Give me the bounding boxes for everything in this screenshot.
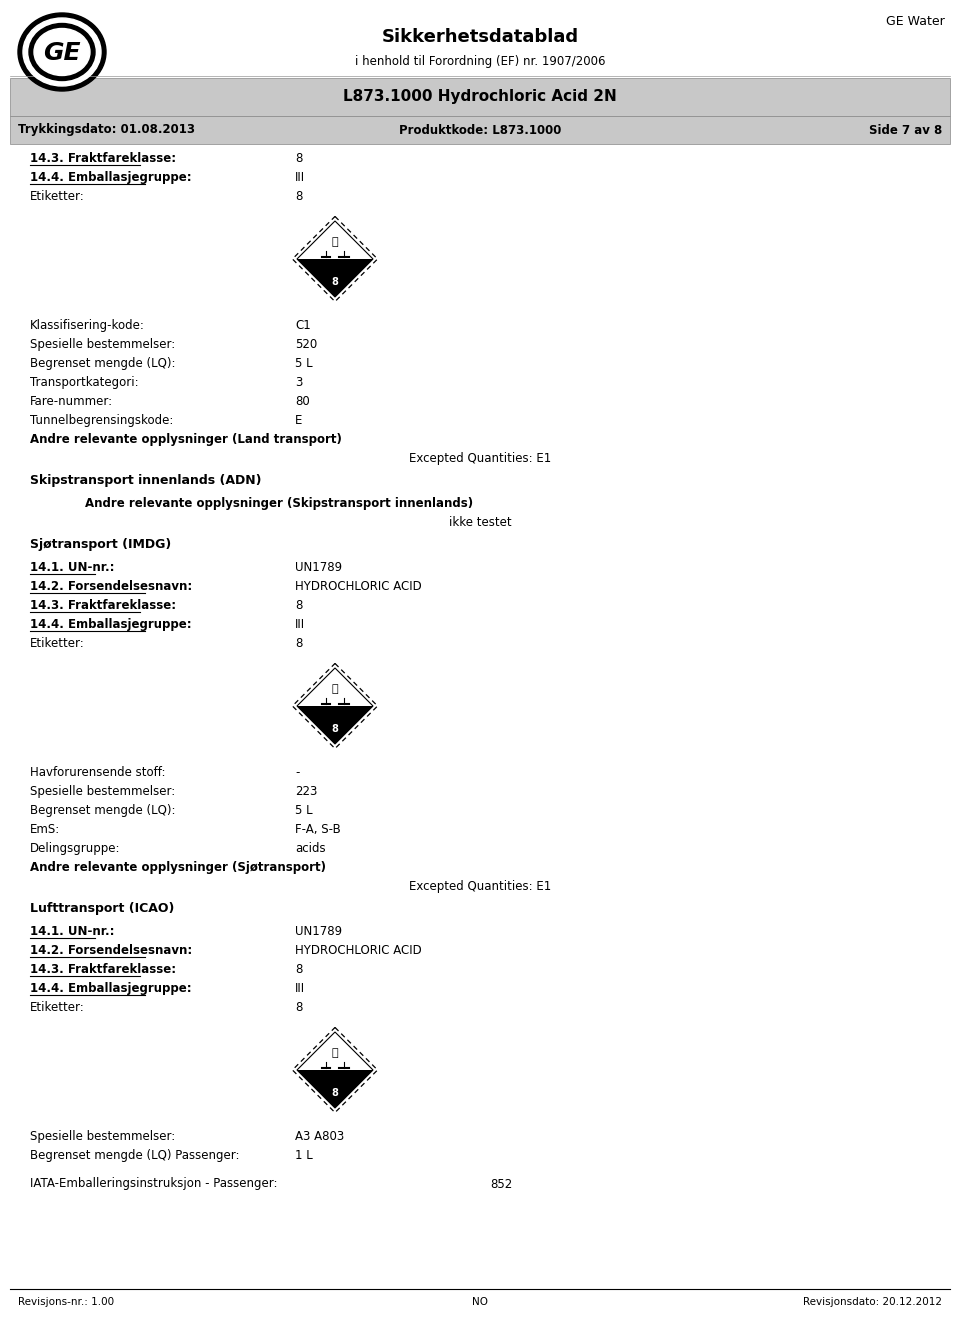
Text: Sjøtransport (IMDG): Sjøtransport (IMDG) (30, 538, 171, 551)
Text: NO: NO (472, 1298, 488, 1307)
Text: Excepted Quantities: E1: Excepted Quantities: E1 (409, 880, 551, 892)
Text: EmS:: EmS: (30, 824, 60, 835)
Polygon shape (297, 1070, 373, 1108)
Text: Begrenset mengde (LQ):: Begrenset mengde (LQ): (30, 804, 176, 817)
Text: Trykkingsdato: 01.08.2013: Trykkingsdato: 01.08.2013 (18, 123, 195, 136)
Text: L873.1000 Hydrochloric Acid 2N: L873.1000 Hydrochloric Acid 2N (343, 90, 617, 105)
Text: -: - (295, 767, 300, 779)
Text: 8: 8 (295, 1001, 302, 1014)
Text: i henhold til Forordning (EF) nr. 1907/2006: i henhold til Forordning (EF) nr. 1907/2… (355, 56, 605, 68)
Text: Andre relevante opplysninger (Skipstransport innenlands): Andre relevante opplysninger (Skipstrans… (85, 496, 473, 510)
Text: GE Water: GE Water (886, 15, 945, 28)
Text: Side 7 av 8: Side 7 av 8 (869, 123, 942, 136)
Text: 14.3. Fraktfareklasse:: 14.3. Fraktfareklasse: (30, 598, 176, 612)
Text: Havforurensende stoff:: Havforurensende stoff: (30, 767, 165, 779)
Text: 3: 3 (295, 376, 302, 389)
Text: F-A, S-B: F-A, S-B (295, 824, 341, 835)
FancyBboxPatch shape (10, 117, 950, 144)
Text: Sikkerhetsdatablad: Sikkerhetsdatablad (381, 28, 579, 46)
Text: Delingsgruppe:: Delingsgruppe: (30, 842, 121, 855)
Text: UN1789: UN1789 (295, 925, 342, 937)
Text: C1: C1 (295, 319, 311, 332)
Text: 223: 223 (295, 785, 318, 798)
Text: Spesielle bestemmelser:: Spesielle bestemmelser: (30, 338, 176, 351)
Text: 14.3. Fraktfareklasse:: 14.3. Fraktfareklasse: (30, 963, 176, 976)
Text: 8: 8 (331, 1088, 339, 1098)
Text: 8: 8 (295, 637, 302, 650)
Polygon shape (297, 221, 373, 297)
Text: 5 L: 5 L (295, 804, 313, 817)
Text: Excepted Quantities: E1: Excepted Quantities: E1 (409, 451, 551, 465)
Text: Spesielle bestemmelser:: Spesielle bestemmelser: (30, 1129, 176, 1143)
Text: 14.3. Fraktfareklasse:: 14.3. Fraktfareklasse: (30, 152, 176, 166)
Text: Klassifisering-kode:: Klassifisering-kode: (30, 319, 145, 332)
Text: IATA-Emballeringsinstruksjon - Passenger:: IATA-Emballeringsinstruksjon - Passenger… (30, 1177, 277, 1190)
Text: Revisjons-nr.: 1.00: Revisjons-nr.: 1.00 (18, 1298, 114, 1307)
Text: 8: 8 (295, 963, 302, 976)
Text: 🧪: 🧪 (332, 685, 338, 694)
Text: ikke testet: ikke testet (448, 516, 512, 530)
Text: 80: 80 (295, 395, 310, 408)
Text: Begrenset mengde (LQ) Passenger:: Begrenset mengde (LQ) Passenger: (30, 1149, 239, 1162)
Text: III: III (295, 171, 305, 184)
Text: Etiketter:: Etiketter: (30, 1001, 84, 1014)
Text: 852: 852 (490, 1177, 513, 1190)
Ellipse shape (34, 29, 90, 75)
Text: Andre relevante opplysninger (Land transport): Andre relevante opplysninger (Land trans… (30, 433, 342, 446)
Text: III: III (295, 982, 305, 996)
Text: 8: 8 (295, 152, 302, 166)
FancyBboxPatch shape (10, 78, 950, 117)
Text: Spesielle bestemmelser:: Spesielle bestemmelser: (30, 785, 176, 798)
Text: E: E (295, 414, 302, 428)
Text: GE: GE (43, 41, 81, 65)
Text: HYDROCHLORIC ACID: HYDROCHLORIC ACID (295, 580, 421, 593)
Ellipse shape (18, 13, 106, 91)
Text: 14.4. Emballasjegruppe:: 14.4. Emballasjegruppe: (30, 618, 192, 632)
Text: 8: 8 (331, 724, 339, 733)
Text: Etiketter:: Etiketter: (30, 191, 84, 203)
Polygon shape (297, 669, 373, 744)
Text: Andre relevante opplysninger (Sjøtransport): Andre relevante opplysninger (Sjøtranspo… (30, 861, 326, 874)
Text: Transportkategori:: Transportkategori: (30, 376, 138, 389)
Text: 8: 8 (295, 598, 302, 612)
Ellipse shape (29, 24, 95, 81)
Text: 8: 8 (331, 277, 339, 287)
Text: 🧪: 🧪 (332, 237, 338, 246)
Text: 5 L: 5 L (295, 357, 313, 369)
Text: 8: 8 (295, 191, 302, 203)
Polygon shape (297, 706, 373, 744)
Text: Lufttransport (ICAO): Lufttransport (ICAO) (30, 902, 175, 915)
Text: Tunnelbegrensingskode:: Tunnelbegrensingskode: (30, 414, 174, 428)
Text: 14.2. Forsendelsesnavn:: 14.2. Forsendelsesnavn: (30, 580, 192, 593)
Text: Revisjonsdato: 20.12.2012: Revisjonsdato: 20.12.2012 (803, 1298, 942, 1307)
Text: 14.1. UN-nr.:: 14.1. UN-nr.: (30, 925, 114, 937)
Text: III: III (295, 618, 305, 632)
Text: 14.4. Emballasjegruppe:: 14.4. Emballasjegruppe: (30, 982, 192, 996)
Text: 🧪: 🧪 (332, 1047, 338, 1058)
Text: Produktkode: L873.1000: Produktkode: L873.1000 (398, 123, 562, 136)
Text: Etiketter:: Etiketter: (30, 637, 84, 650)
Text: 1 L: 1 L (295, 1149, 313, 1162)
Text: UN1789: UN1789 (295, 561, 342, 575)
Text: 520: 520 (295, 338, 317, 351)
Text: Begrenset mengde (LQ):: Begrenset mengde (LQ): (30, 357, 176, 369)
Polygon shape (297, 1031, 373, 1108)
Text: HYDROCHLORIC ACID: HYDROCHLORIC ACID (295, 944, 421, 957)
Text: Skipstransport innenlands (ADN): Skipstransport innenlands (ADN) (30, 474, 261, 487)
Polygon shape (297, 260, 373, 297)
Text: acids: acids (295, 842, 325, 855)
Text: 14.2. Forsendelsesnavn:: 14.2. Forsendelsesnavn: (30, 944, 192, 957)
Ellipse shape (23, 19, 101, 86)
Text: Fare-nummer:: Fare-nummer: (30, 395, 113, 408)
Text: A3 A803: A3 A803 (295, 1129, 345, 1143)
Text: 14.1. UN-nr.:: 14.1. UN-nr.: (30, 561, 114, 575)
Text: 14.4. Emballasjegruppe:: 14.4. Emballasjegruppe: (30, 171, 192, 184)
